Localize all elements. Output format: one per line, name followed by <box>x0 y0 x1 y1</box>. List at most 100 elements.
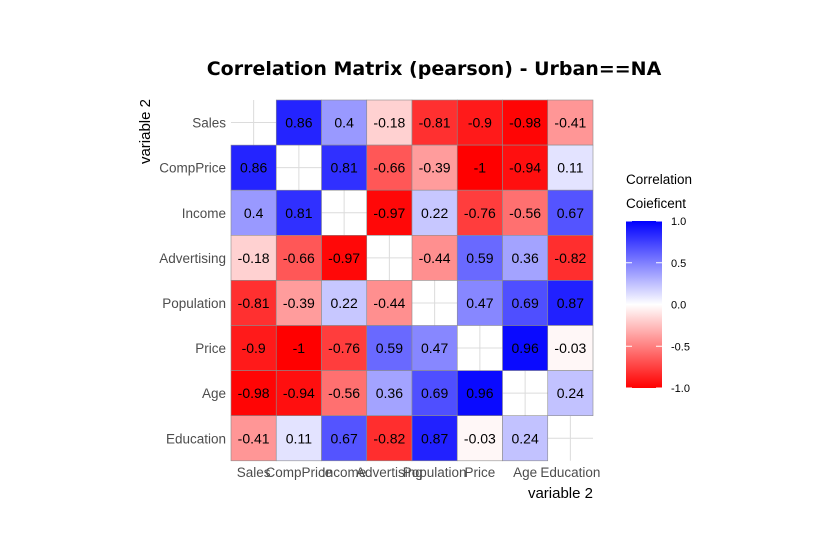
cell-value-label: 0.11 <box>286 430 312 446</box>
heatmap-cell <box>547 189 594 236</box>
x-tick-label: Education <box>540 465 600 480</box>
heatmap-cell <box>366 370 413 417</box>
heatmap-cell <box>321 144 368 191</box>
heatmap-cell <box>230 415 277 462</box>
legend-tick-label: 0.0 <box>671 300 686 312</box>
y-tick-label: Population <box>162 296 226 311</box>
cell-value-label: -0.44 <box>373 295 405 311</box>
cell-value-label: -0.81 <box>419 115 451 131</box>
cell-value-label: -0.39 <box>419 160 451 176</box>
cell-value-label: -0.9 <box>468 115 492 131</box>
cell-value-label: -0.41 <box>554 115 586 131</box>
y-tick-label: Age <box>202 386 226 401</box>
cell-value-label: -0.03 <box>554 340 586 356</box>
y-tick-label: Education <box>166 431 226 446</box>
heatmap-cell <box>502 99 549 146</box>
cell-value-label: -0.98 <box>238 385 270 401</box>
cell-value-label: 0.81 <box>331 160 358 176</box>
cell-value-label: -1 <box>474 160 487 176</box>
cell-value-label: 0.24 <box>512 430 539 446</box>
heatmap-cell <box>502 415 549 462</box>
cell-value-label: 0.59 <box>376 340 403 356</box>
cell-value-label: 0.24 <box>557 385 584 401</box>
heatmap-cell <box>275 99 322 146</box>
cell-value-label: -0.18 <box>373 115 405 131</box>
cell-value-label: -0.98 <box>509 115 541 131</box>
heatmap-cell <box>411 189 458 236</box>
heatmap-cell <box>230 325 277 371</box>
cell-value-label: 0.36 <box>512 250 539 266</box>
x-tick-label: Price <box>464 465 495 480</box>
cell-value-label: 0.4 <box>244 205 264 221</box>
heatmap-cell <box>275 189 322 236</box>
cell-value-label: -1 <box>293 340 306 356</box>
heatmap-cell <box>502 144 549 191</box>
x-tick-label: CompPrice <box>265 465 332 480</box>
cell-value-label: 0.87 <box>421 430 448 446</box>
cell-value-label: 0.67 <box>331 430 358 446</box>
heatmap-cell <box>547 370 594 417</box>
heatmap-cell <box>230 370 277 417</box>
x-tick-label: Population <box>403 465 467 480</box>
cell-value-label: 0.47 <box>421 340 448 356</box>
cell-value-label: 0.69 <box>512 295 539 311</box>
labels-layer: 0.86 0.4 -0.18 -0.81 -0.9 -0.98 -0.410.86 0.81-… <box>238 115 587 447</box>
cell-value-label: -0.76 <box>328 340 360 356</box>
cell-value-label: 0.22 <box>331 295 358 311</box>
cell-value-label: -0.94 <box>509 160 541 176</box>
cell-value-label: -0.94 <box>283 385 315 401</box>
heatmap-cell <box>321 370 368 417</box>
y-tick-label: CompPrice <box>159 161 226 176</box>
heatmap-cell <box>502 325 549 371</box>
heatmap-cell <box>502 189 549 236</box>
legend-tick-label: 0.5 <box>671 258 686 270</box>
cell-value-label: -0.39 <box>283 295 315 311</box>
y-tick-label: Income <box>182 206 226 221</box>
x-tick-label: Age <box>513 465 537 480</box>
cell-value-label: 0.22 <box>421 205 448 221</box>
cell-value-label: -0.81 <box>238 295 270 311</box>
cell-value-label: -0.97 <box>373 205 405 221</box>
y-tick-label: Sales <box>192 116 226 131</box>
heatmap-cell <box>547 280 594 326</box>
heatmap-cell <box>411 99 458 146</box>
cell-value-label: -0.56 <box>328 385 360 401</box>
cell-value-label: 0.81 <box>285 205 312 221</box>
x-axis-title: variable 2 <box>528 485 593 502</box>
heatmap-cell <box>275 415 322 462</box>
cell-value-label: -0.03 <box>464 430 496 446</box>
heatmap-cell <box>366 280 413 326</box>
cell-value-label: 0.69 <box>421 385 448 401</box>
legend-tick-label: -1.0 <box>671 383 690 395</box>
heatmap-cell <box>456 189 503 236</box>
cell-value-label: 0.87 <box>557 295 584 311</box>
heatmap-cell <box>411 415 458 462</box>
cell-value-label: -0.82 <box>554 250 586 266</box>
heatmap-cell <box>502 235 549 281</box>
heatmap-cell <box>230 189 277 236</box>
cell-value-label: -0.97 <box>328 250 360 266</box>
cell-value-label: -0.66 <box>373 160 405 176</box>
heatmap-cell <box>366 325 413 371</box>
cell-value-label: 0.96 <box>512 340 539 356</box>
cells-layer <box>230 99 594 462</box>
cell-value-label: 0.86 <box>240 160 267 176</box>
heatmap-cell <box>411 370 458 417</box>
x-tick-label: Advertising <box>356 465 423 480</box>
heatmap-cell <box>230 235 277 281</box>
heatmap-cell <box>547 235 594 281</box>
heatmap-cell <box>456 144 503 191</box>
cell-value-label: 0.59 <box>466 250 493 266</box>
cell-value-label: 0.96 <box>466 385 493 401</box>
cell-value-label: -0.9 <box>242 340 266 356</box>
x-tick-label: Sales <box>237 465 271 480</box>
ticks-layer: SalesSalesCompPriceCompPriceIncomeIncome… <box>159 116 600 480</box>
cell-value-label: 0.36 <box>376 385 403 401</box>
heatmap-cell <box>321 415 368 462</box>
cell-value-label: 0.67 <box>557 205 584 221</box>
heatmap-cell <box>275 370 322 417</box>
heatmap-cell <box>366 189 413 236</box>
heatmap-cell <box>456 415 503 462</box>
y-axis-title: variable 2 <box>137 99 154 164</box>
legend-title-line2: Coieficent <box>626 196 686 211</box>
